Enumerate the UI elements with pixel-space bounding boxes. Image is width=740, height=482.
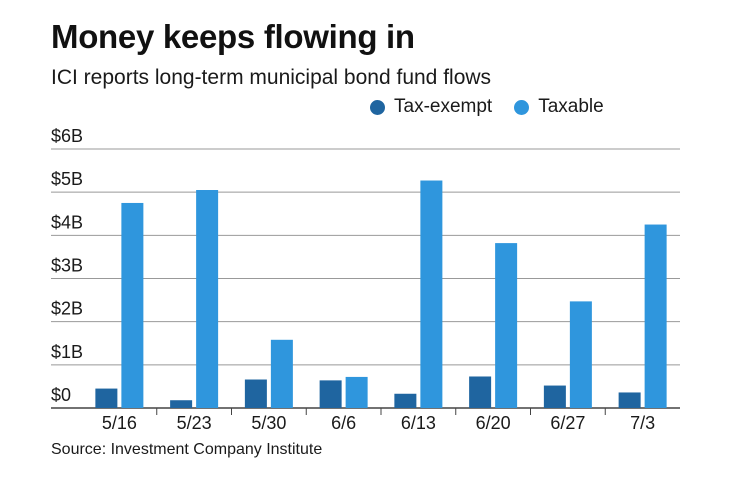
bar-taxable-6-6 [345,376,368,408]
y-tick-label: $6B [51,126,83,146]
y-tick-label: $3B [51,256,83,276]
legend-item-tax-exempt: Tax-exempt [370,96,492,118]
legend-swatch-tax-exempt [370,99,385,115]
x-tick-label: 5/23 [177,413,212,433]
legend-label-tax-exempt: Tax-exempt [394,96,493,117]
bar-tax-exempt-6-27 [543,385,566,408]
legend-swatch-taxable [514,99,530,115]
x-tick-label: 5/30 [251,413,286,433]
bar-tax-exempt-5-30 [244,379,267,408]
bar-taxable-5-16 [121,202,144,408]
y-tick-label: $4B [51,212,83,232]
bar-tax-exempt-5-23 [170,400,193,408]
x-tick-label: 6/27 [550,413,585,433]
chart-title: Money keeps flowing in [51,18,415,55]
x-tick-label: 5/16 [102,413,137,433]
x-tick-label: 6/13 [401,413,436,433]
legend-item-taxable: Taxable [514,96,604,118]
bar-taxable-6-27 [569,301,592,408]
x-tick-label: 7/3 [630,413,655,433]
x-tick-label: 6/6 [331,413,356,433]
legend-label-taxable: Taxable [538,96,604,117]
y-tick-label: $2B [51,299,83,319]
y-tick-label: $0 [51,385,71,405]
bar-tax-exempt-6-6 [319,380,342,408]
bar-taxable-5-23 [196,190,219,408]
bar-tax-exempt-7-3 [618,392,641,408]
y-tick-label: $5B [51,169,83,189]
bar-taxable-6-20 [495,243,518,408]
y-tick-label: $1B [51,342,83,362]
legend: Tax-exempt Taxable [370,96,626,118]
bar-tax-exempt-6-20 [469,376,492,408]
bar-tax-exempt-6-13 [394,393,417,408]
bar-taxable-5-30 [270,339,293,408]
bar-tax-exempt-5-16 [95,388,118,408]
bar-taxable-7-3 [644,224,667,408]
source-note: Source: Investment Company Institute [51,441,323,458]
chart-subtitle: ICI reports long-term municipal bond fun… [51,66,492,89]
x-tick-label: 6/20 [476,413,511,433]
bar-taxable-6-13 [420,180,443,408]
